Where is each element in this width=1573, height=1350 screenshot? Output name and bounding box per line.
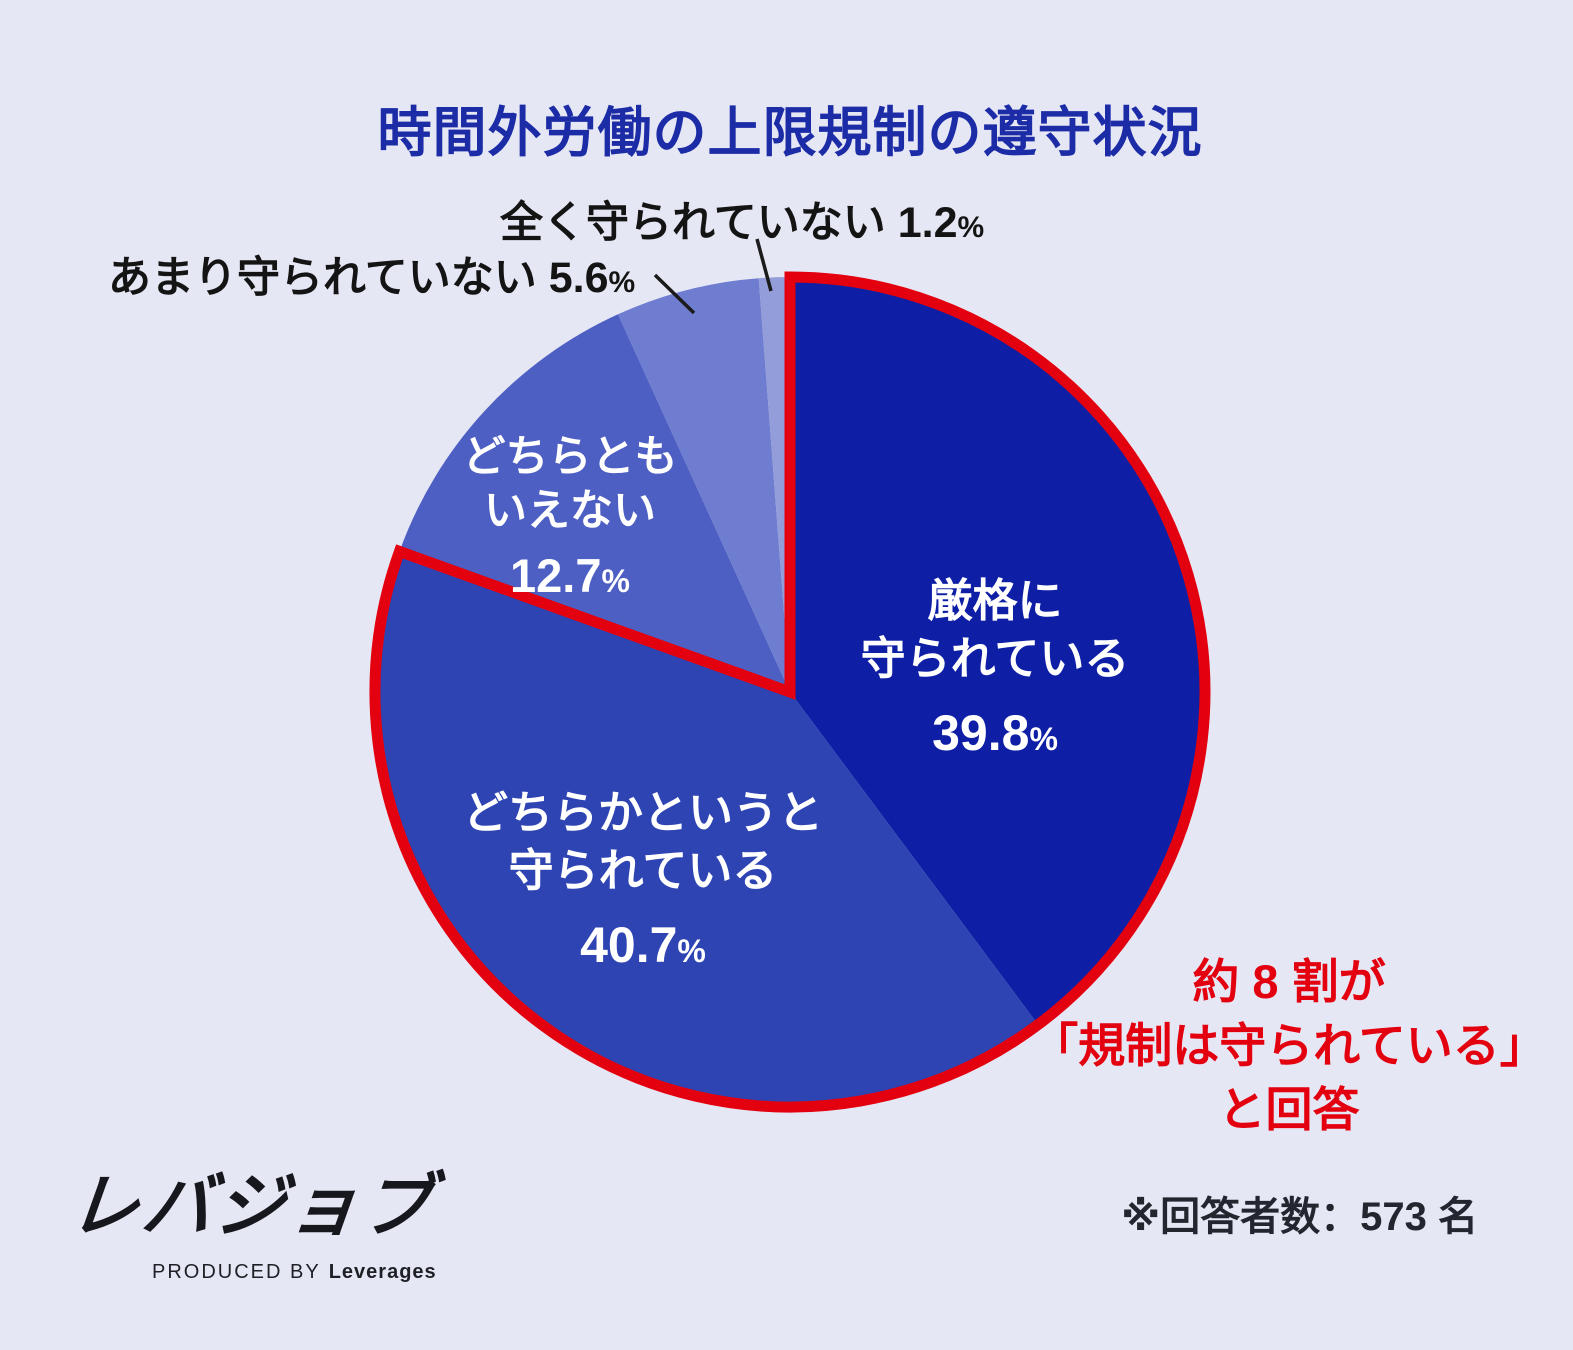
callout-label-rarely: あまり守られていない 5.6% [108,243,635,305]
slice-label-mostly: どちらかというと 守られている 40.7% [463,784,823,974]
slice-neither-name-line1: どちらとも [462,433,678,481]
slice-neither-unit: % [601,563,630,599]
slice-mostly-value-row: 40.7% [463,916,823,974]
callout-rarely-unit: % [608,266,636,299]
pie-slice-3 [399,314,790,692]
annotation-line2: 「規制は守られている」 [1031,1019,1547,1072]
slice-mostly-name-line1: どちらかというと [462,787,824,838]
highlight-annotation: 約 8 割が 「規制は守られている」 と回答 [1031,950,1547,1142]
slice-strict-name-line1: 厳格に [927,575,1063,626]
slice-strict-value-row: 39.8% [861,704,1130,762]
logo-wordmark: レバジョブ [65,1167,439,1245]
callout-rarely-value: 5.6 [548,254,609,302]
slice-strict-value: 39.8 [932,705,1030,761]
logo-byline-brand: Leverages [328,1261,437,1283]
slice-neither-value: 12.7 [510,549,602,602]
slice-neither-value-row: 12.7% [463,548,678,603]
pie-slice-4 [618,278,790,692]
respondents-footnote: ※回答者数：573 名 [1121,1195,1478,1239]
brand-logo: レバジョブ PRODUCED BY Leverages [65,1150,438,1284]
annotation-line3: と回答 [1218,1083,1360,1136]
callout-label-none: 全く守られていない 1.2% [500,188,984,250]
highlight-outline [369,271,1211,1113]
callout-none-value: 1.2 [897,199,958,247]
leader-line-none [755,238,773,292]
pie-slice-1 [790,277,1206,1025]
slice-mostly-unit: % [677,933,706,969]
callout-none-unit: % [957,211,985,244]
leader-line-rarely [653,273,696,315]
slice-label-strict: 厳格に 守られている 39.8% [861,572,1130,762]
chart-title: 時間外労働の上限規制の遵守状況 [377,103,1203,163]
logo-byline-prefix: PRODUCED BY [152,1261,321,1283]
callout-rarely-text: あまり守られていない [108,254,537,302]
logo-byline: PRODUCED BY Leverages [152,1261,437,1284]
slice-strict-unit: % [1029,721,1058,757]
slice-label-neither: どちらとも いえない 12.7% [463,430,678,603]
pie-slice-5 [758,277,790,692]
slice-mostly-name-line2: 守られている [508,845,778,896]
slice-strict-name-line2: 守られている [860,633,1130,684]
annotation-line1: 約 8 割が [1192,955,1386,1008]
slice-mostly-value: 40.7 [580,917,678,973]
pie-slice-2 [374,551,1039,1108]
slice-neither-name-line2: いえない [484,487,656,535]
callout-none-text: 全く守られていない [500,199,886,247]
